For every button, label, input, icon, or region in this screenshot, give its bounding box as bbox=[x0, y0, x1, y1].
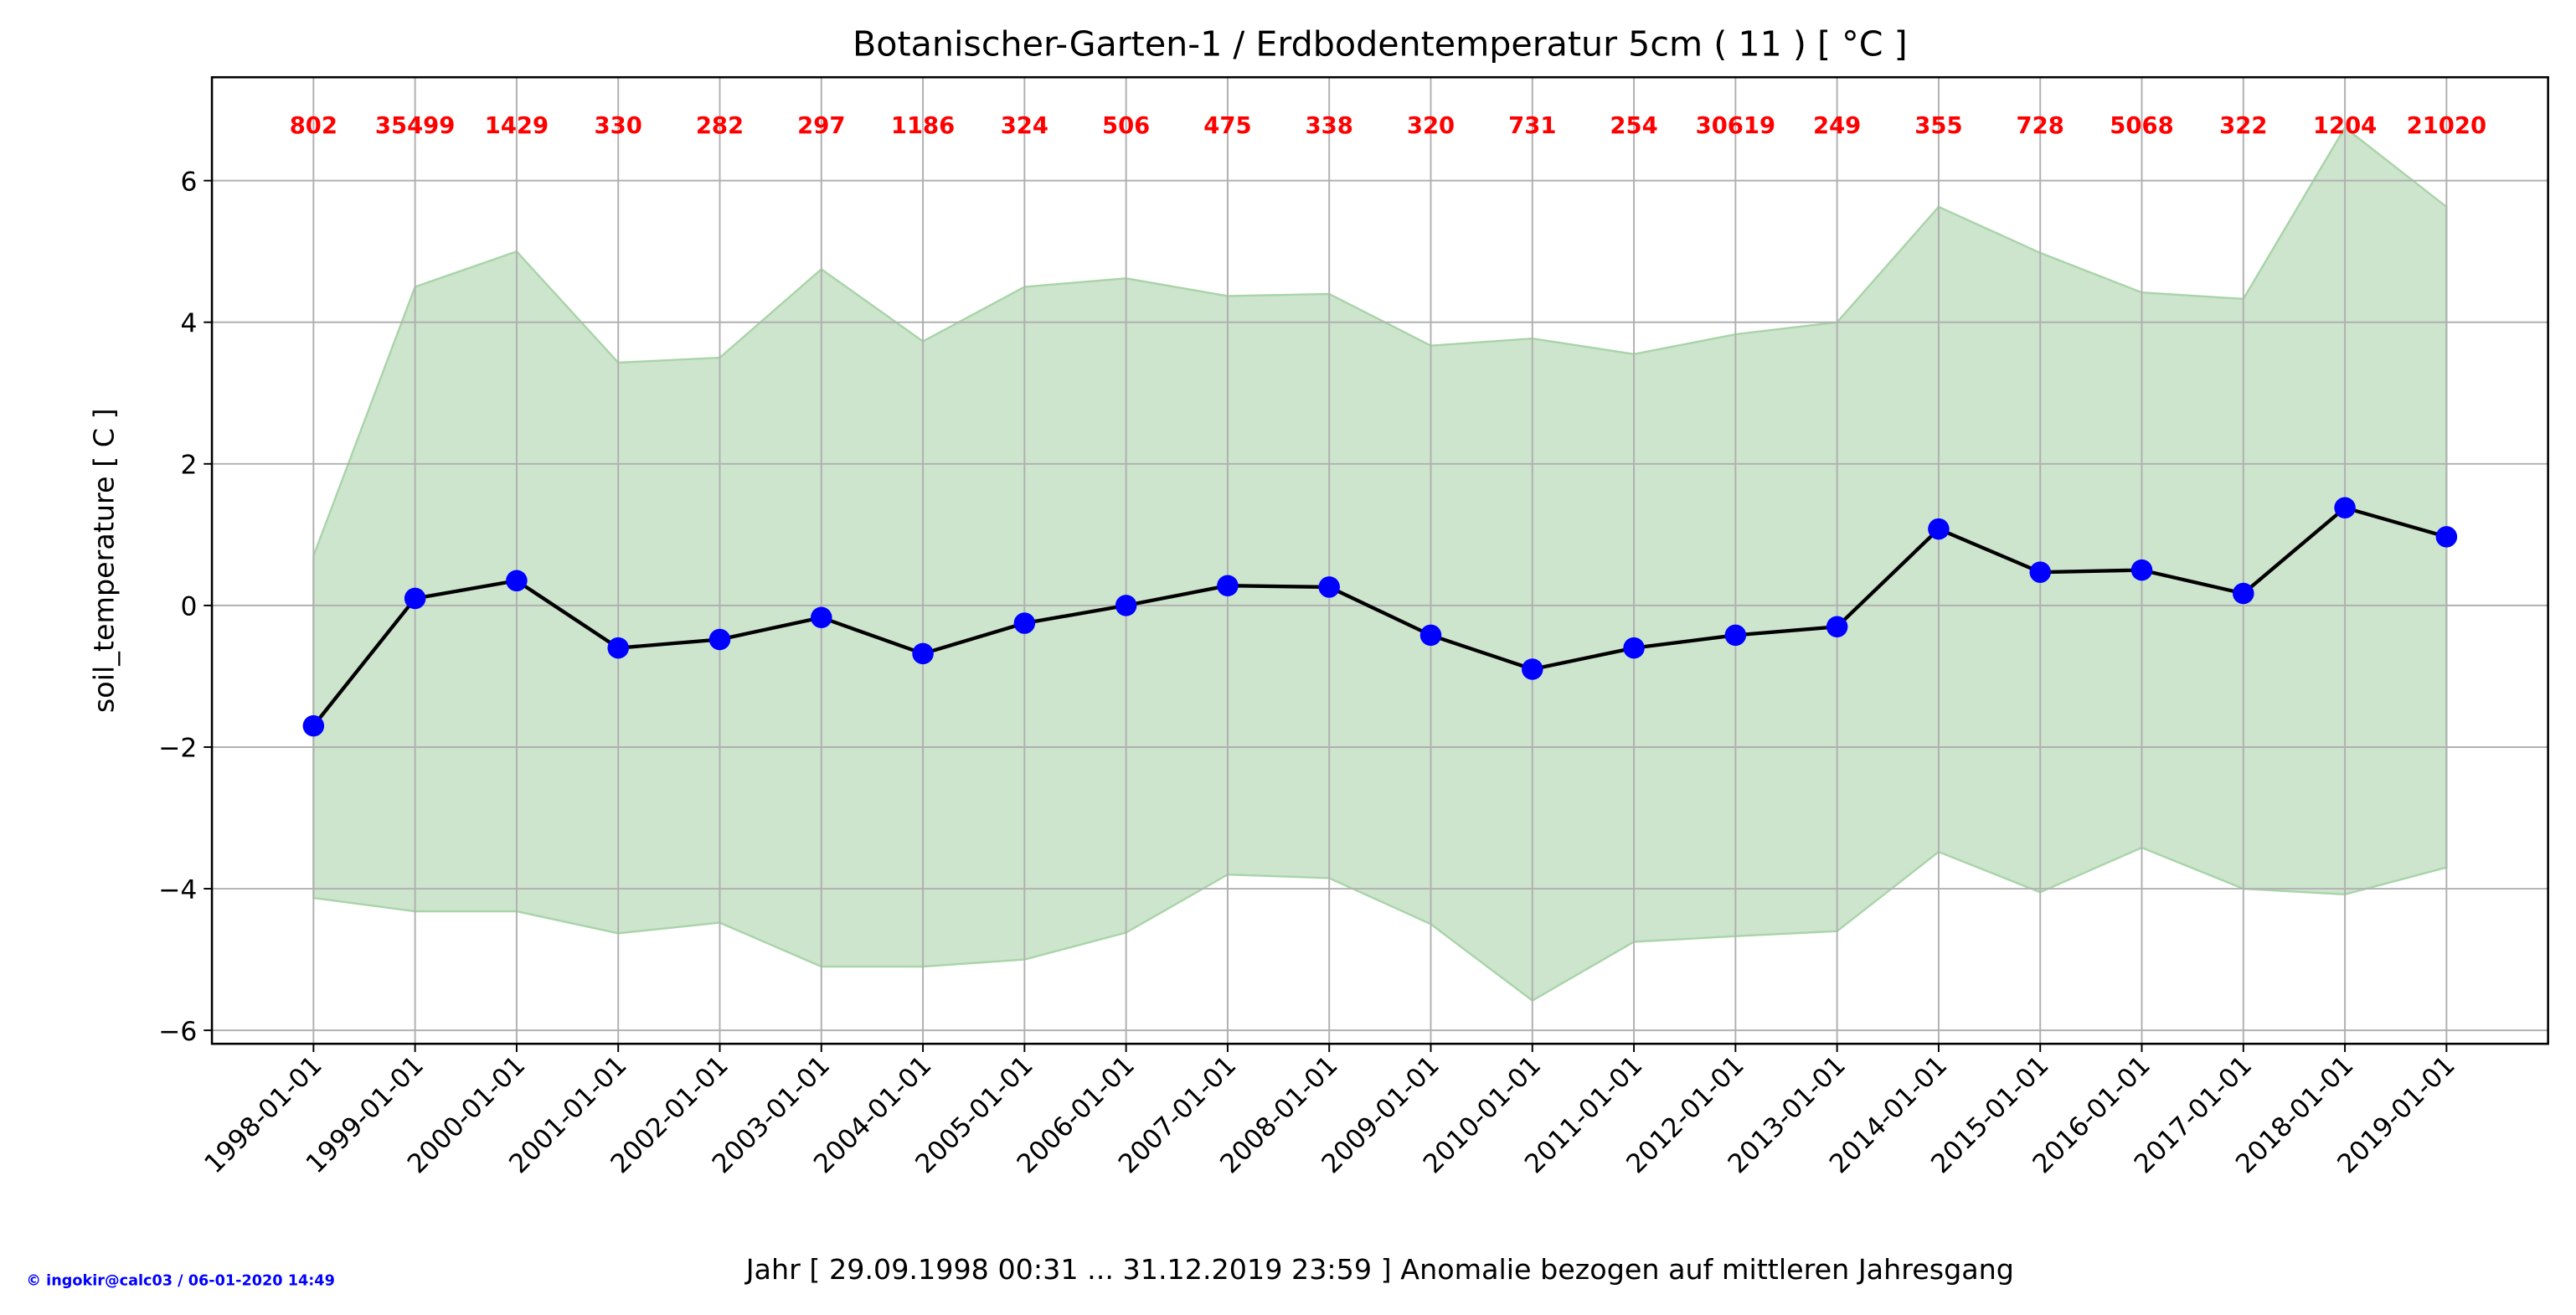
data-point bbox=[2130, 559, 2153, 581]
count-label: 1204 bbox=[2313, 113, 2377, 139]
data-point bbox=[2334, 497, 2356, 518]
data-point bbox=[1318, 576, 1340, 598]
count-label: 322 bbox=[2219, 113, 2267, 139]
range-band-area bbox=[312, 126, 2448, 1003]
count-label: 320 bbox=[1407, 113, 1455, 139]
data-point bbox=[302, 714, 325, 737]
data-point bbox=[1013, 612, 1036, 634]
count-label: 30619 bbox=[1696, 113, 1775, 139]
count-label: 731 bbox=[1508, 113, 1556, 139]
range-band bbox=[312, 126, 2448, 1003]
data-point bbox=[1419, 624, 1442, 647]
y-tick-label: −4 bbox=[158, 875, 197, 905]
count-label: 1186 bbox=[891, 113, 955, 139]
data-point bbox=[404, 587, 426, 610]
count-label: 297 bbox=[797, 113, 845, 139]
mean-series bbox=[302, 497, 2458, 737]
count-label: 355 bbox=[1914, 113, 1962, 139]
data-point bbox=[607, 637, 629, 659]
data-point bbox=[1928, 518, 1950, 540]
count-label: 802 bbox=[290, 113, 337, 139]
data-point bbox=[1217, 575, 1239, 596]
count-label: 5068 bbox=[2110, 113, 2173, 139]
data-point bbox=[2233, 582, 2254, 605]
data-point bbox=[1724, 624, 1747, 647]
data-point bbox=[2029, 561, 2051, 583]
chart-title: Botanischer-Garten-1 / Erdbodentemperatu… bbox=[853, 24, 1908, 64]
grid bbox=[212, 77, 2548, 1044]
y-tick-label: −2 bbox=[158, 734, 197, 764]
count-label: 1429 bbox=[485, 113, 549, 139]
data-point bbox=[1522, 658, 1543, 680]
data-point bbox=[1826, 616, 1848, 638]
y-tick-label: 6 bbox=[180, 167, 197, 197]
count-label: 35499 bbox=[375, 113, 455, 139]
data-point bbox=[708, 628, 731, 651]
plot-frame bbox=[210, 75, 2549, 1045]
count-label: 475 bbox=[1203, 113, 1251, 139]
mean-line bbox=[312, 505, 2447, 727]
y-tick-label: 2 bbox=[180, 451, 197, 481]
data-point bbox=[2435, 526, 2458, 548]
count-labels: 802 35499 1429 330 282 297 1186 324 506 475 338 320… bbox=[290, 113, 2486, 139]
data-point bbox=[1623, 637, 1645, 659]
y-tick-label: 4 bbox=[180, 309, 197, 339]
x-axis: 1998-01-011999-01-012000-01-012001-01-01… bbox=[198, 1044, 2461, 1179]
x-axis-label: Jahr [ 29.09.1998 00:31 ... 31.12.2019 2… bbox=[744, 1253, 2014, 1286]
count-label: 338 bbox=[1306, 113, 1353, 139]
count-label: 282 bbox=[696, 113, 744, 139]
count-label: 249 bbox=[1813, 113, 1861, 139]
count-label: 506 bbox=[1102, 113, 1150, 139]
count-label: 21020 bbox=[2407, 113, 2486, 139]
data-point bbox=[1115, 595, 1137, 616]
count-label: 728 bbox=[2017, 113, 2064, 139]
count-label: 330 bbox=[595, 113, 642, 139]
count-label: 254 bbox=[1610, 113, 1657, 139]
y-axis-label: soil_temperature [ C ] bbox=[87, 408, 120, 713]
data-point bbox=[811, 606, 832, 629]
data-point bbox=[912, 642, 934, 665]
y-tick-label: −6 bbox=[158, 1017, 197, 1047]
footer-credit: © ingokir@calc03 / 06-01-2020 14:49 bbox=[26, 1273, 334, 1290]
y-axis: −6 −4 −2 0 2 4 6 bbox=[158, 167, 213, 1047]
y-tick-label: 0 bbox=[180, 592, 197, 622]
count-label: 324 bbox=[1001, 113, 1048, 139]
data-point bbox=[506, 570, 528, 592]
